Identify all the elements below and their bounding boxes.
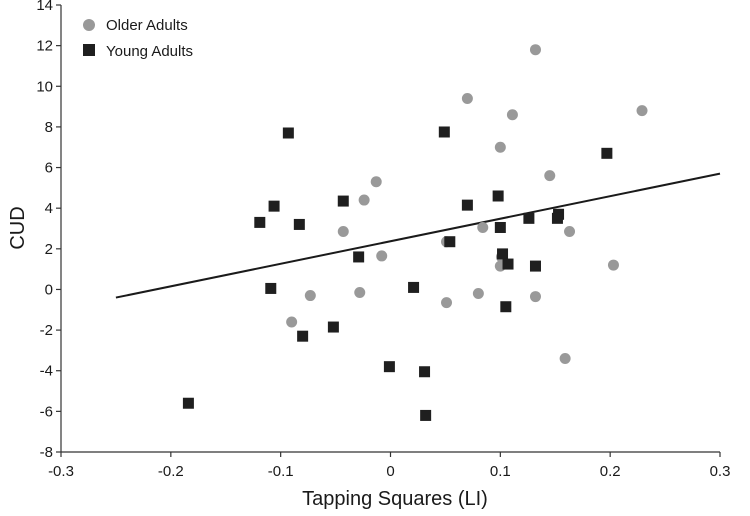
y-tick-label: 14 (36, 0, 53, 14)
x-tick-label: -0.2 (158, 463, 184, 480)
point-older-adults (358, 194, 370, 206)
point-older-adults (477, 221, 489, 233)
point-young-adults (502, 258, 514, 270)
x-tick-label: 0.1 (490, 463, 511, 480)
y-tick-label: -2 (40, 322, 53, 339)
y-tick-label: -8 (40, 444, 53, 461)
point-young-adults (529, 260, 541, 272)
y-tick-label: 10 (36, 78, 53, 95)
point-young-adults (601, 147, 613, 159)
point-young-adults (383, 361, 395, 373)
legend-label-young-adults: Young Adults (106, 43, 193, 60)
point-older-adults (529, 291, 541, 303)
point-older-adults (529, 44, 541, 56)
point-older-adults (354, 287, 366, 299)
x-tick-label: 0.2 (600, 463, 621, 480)
point-young-adults (353, 251, 365, 263)
point-young-adults (438, 126, 450, 138)
point-older-adults (337, 226, 349, 238)
point-young-adults (497, 248, 509, 260)
point-older-adults (461, 92, 473, 104)
point-young-adults (500, 301, 512, 313)
point-older-adults (636, 105, 648, 117)
trendline (115, 172, 721, 299)
point-young-adults (268, 200, 280, 212)
y-ticks: -8 -6 -4 -2 0 2 4 6 8 10 12 14 (36, 0, 61, 461)
x-tick-label: -0.3 (48, 463, 74, 480)
legend-marker-older-adults (83, 19, 95, 31)
point-older-adults (304, 290, 316, 302)
point-young-adults (182, 397, 194, 409)
y-tick-label: -4 (40, 363, 53, 380)
point-young-adults (297, 330, 309, 342)
point-young-adults (337, 195, 349, 207)
axes (60, 5, 720, 453)
point-young-adults (327, 321, 339, 333)
point-young-adults (444, 236, 456, 248)
x-tick-label: -0.1 (268, 463, 294, 480)
point-older-adults (370, 176, 382, 188)
point-young-adults (282, 127, 294, 139)
x-tick-label: 0 (386, 463, 394, 480)
point-young-adults (420, 409, 432, 421)
point-young-adults (254, 216, 266, 228)
point-young-adults (492, 190, 504, 202)
point-older-adults (286, 316, 298, 328)
point-older-adults (544, 170, 556, 182)
y-tick-label: 2 (45, 241, 53, 258)
point-older-adults (441, 297, 453, 309)
x-ticks: -0.3 -0.2 -0.1 0 0.1 0.2 0.3 (48, 452, 730, 480)
point-older-adults (506, 109, 518, 121)
y-tick-label: 0 (45, 281, 53, 298)
point-young-adults (408, 281, 420, 293)
point-older-adults (564, 226, 576, 238)
point-young-adults (523, 212, 535, 224)
legend: Older Adults Young Adults (83, 17, 193, 60)
point-young-adults (265, 282, 277, 294)
x-tick-label: 0.3 (710, 463, 731, 480)
y-tick-label: 12 (36, 38, 53, 55)
point-young-adults (419, 366, 431, 378)
point-young-adults (293, 218, 305, 230)
y-tick-label: 4 (45, 200, 53, 217)
trendline-group (115, 172, 721, 299)
point-older-adults (607, 259, 619, 271)
point-young-adults (461, 199, 473, 211)
y-tick-label: 6 (45, 160, 53, 177)
x-axis-title: Tapping Squares (LI) (302, 488, 488, 510)
legend-marker-young-adults (83, 44, 95, 56)
y-tick-label: -6 (40, 403, 53, 420)
y-axis-title: CUD (7, 206, 29, 249)
point-young-adults (551, 212, 563, 224)
point-older-adults (559, 353, 571, 365)
point-older-adults (376, 250, 388, 262)
legend-label-older-adults: Older Adults (106, 17, 188, 34)
point-young-adults (494, 221, 506, 233)
point-older-adults (494, 141, 506, 153)
y-tick-label: 8 (45, 119, 53, 136)
data-points (182, 44, 648, 421)
point-older-adults (472, 288, 484, 300)
